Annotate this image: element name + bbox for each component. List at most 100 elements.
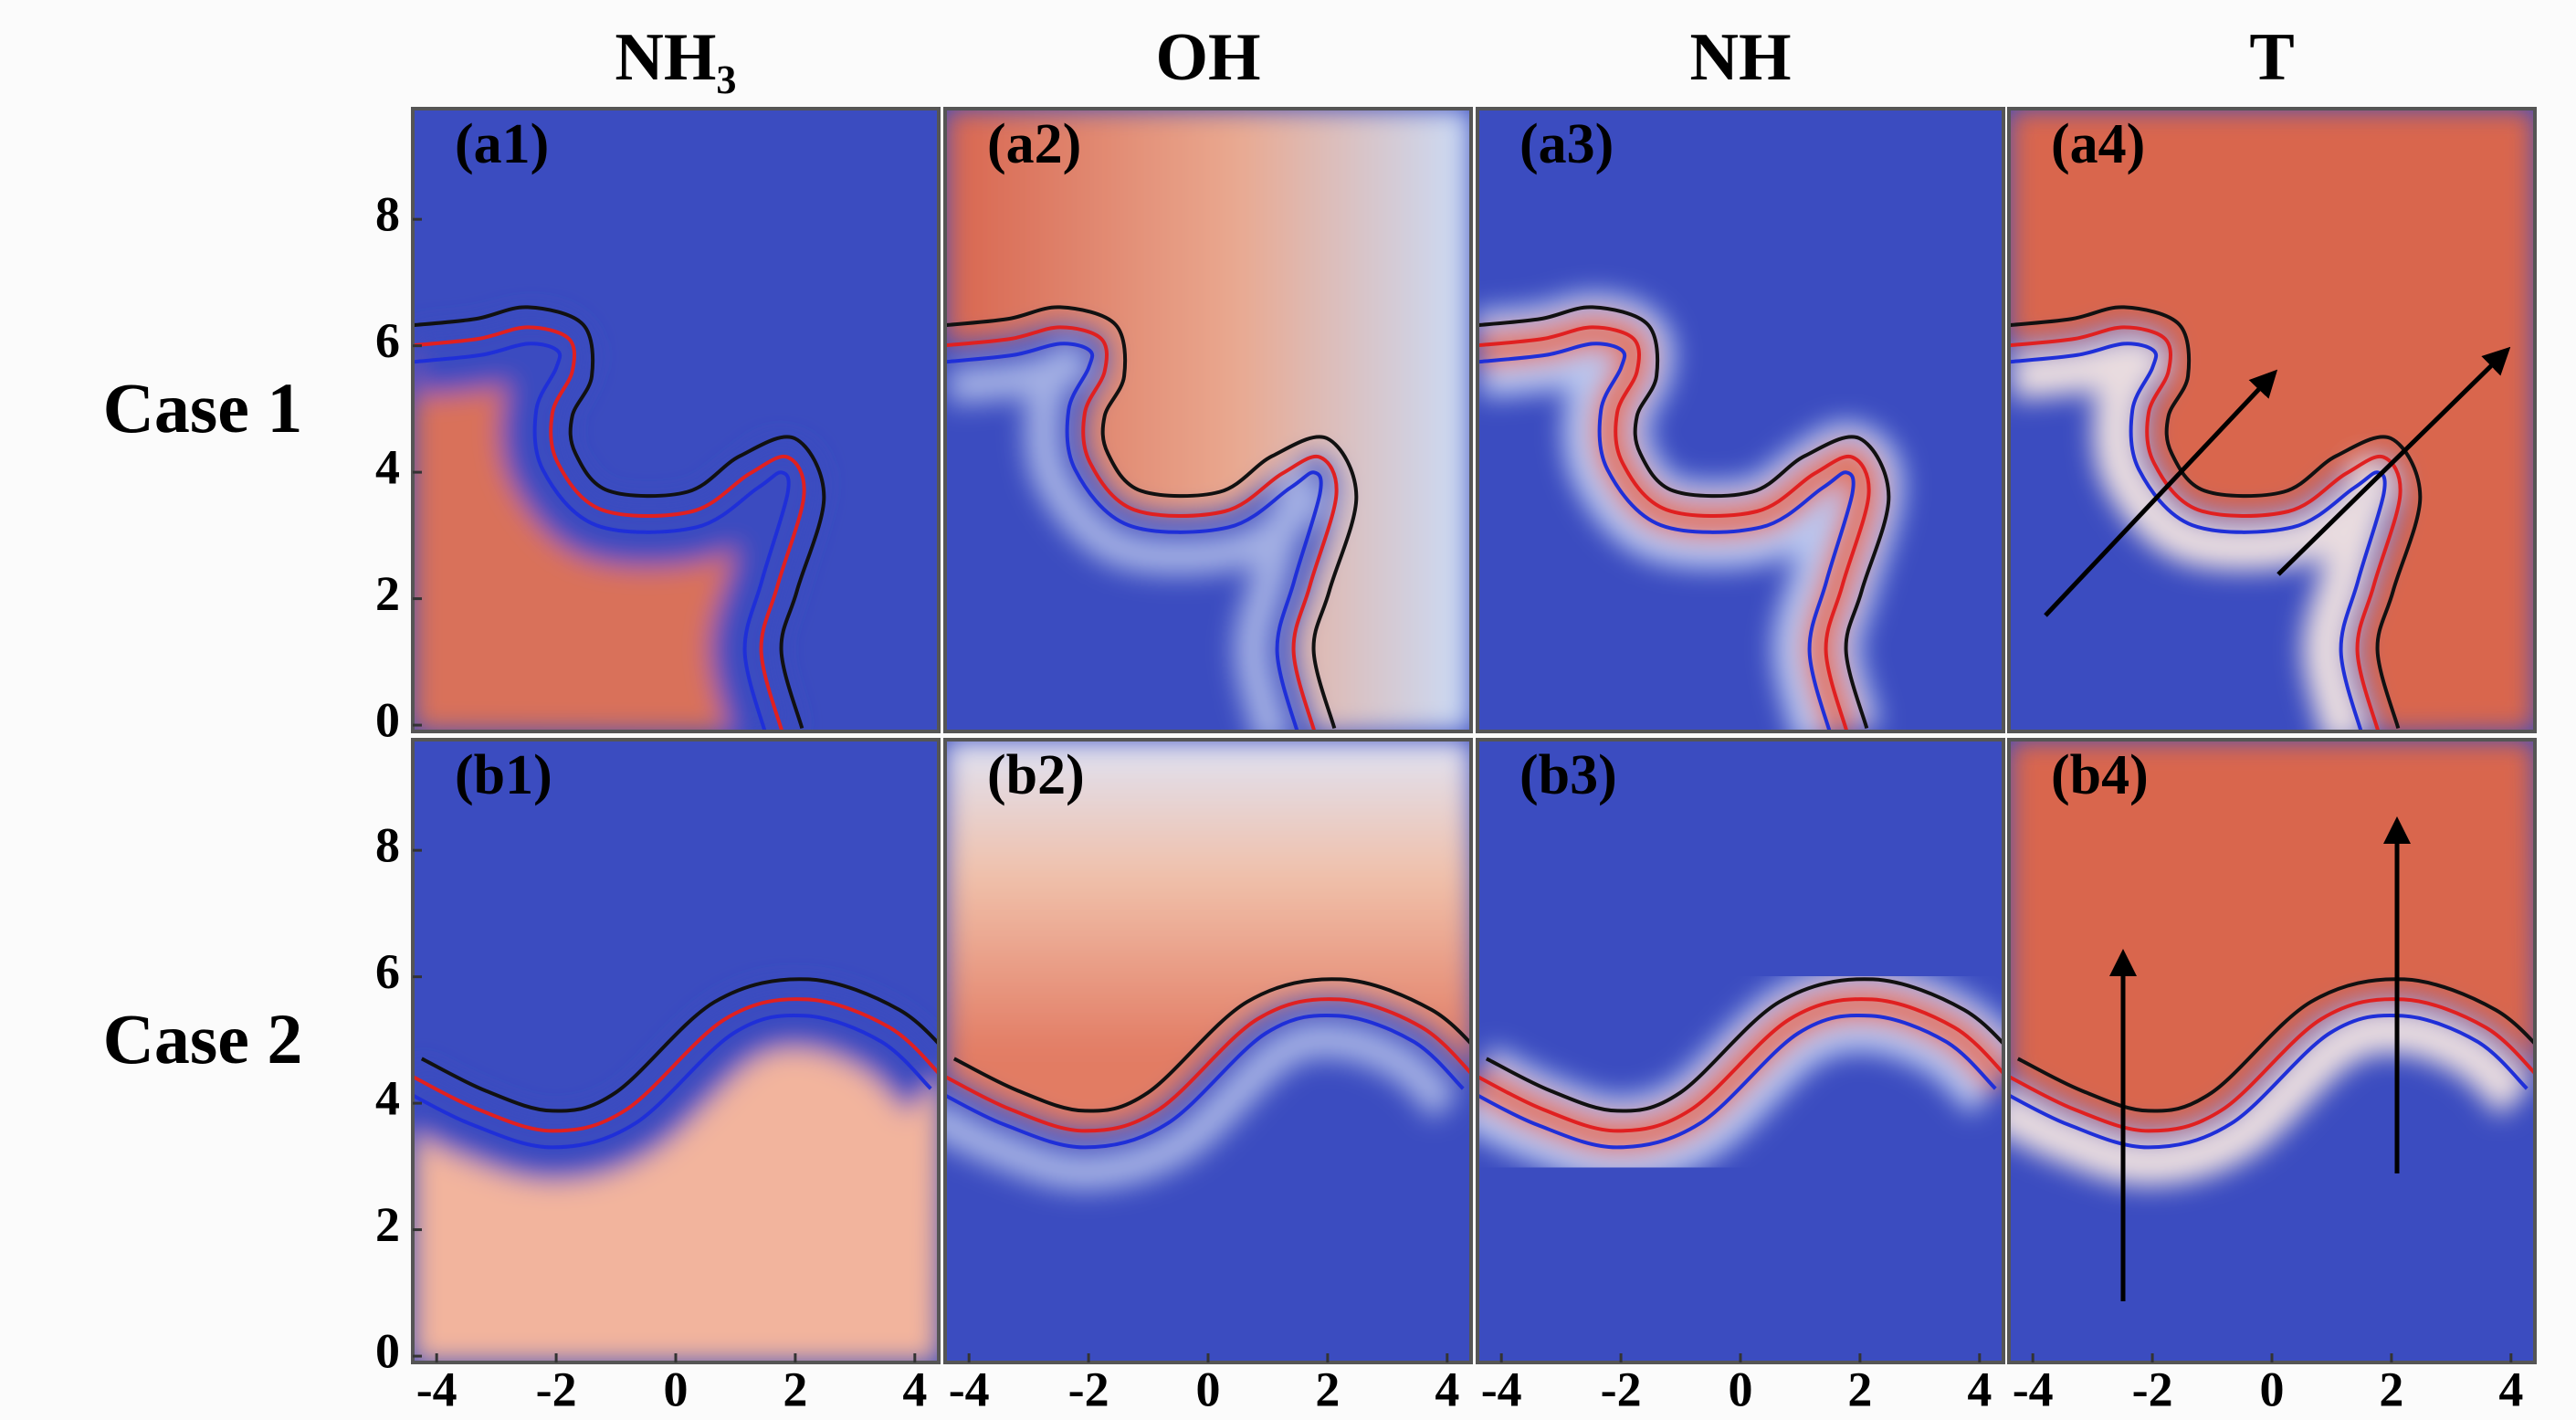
x-tick-label: -2 [2132, 1362, 2173, 1416]
field [945, 740, 1471, 1362]
panel: (a1) [411, 107, 941, 733]
field [945, 109, 1471, 731]
x-tick-label: 4 [2498, 1362, 2523, 1416]
panel-label: (b3) [1519, 744, 1617, 806]
front-red [2009, 325, 2403, 731]
field-layer [945, 740, 1471, 1191]
y-tick-label: 8 [375, 818, 400, 873]
panel-border [1476, 107, 2005, 733]
front-blue [945, 1013, 1465, 1150]
arrow [2044, 369, 2278, 617]
x-tick-label: 0 [1729, 1362, 1753, 1416]
x-tick-label: 0 [1196, 1362, 1221, 1416]
column-title: NH [1690, 20, 1792, 95]
field-band [1477, 985, 2003, 1154]
field-region [945, 109, 1471, 731]
x-tick-label: -4 [1481, 1362, 1522, 1416]
field-layer [945, 109, 1471, 731]
panel-label: (b1) [455, 744, 552, 806]
front-blue [1477, 1013, 1997, 1150]
panel-border [2007, 107, 2537, 733]
field-region [945, 740, 1471, 1131]
row-label: Case 1 [103, 368, 303, 447]
field-layer [1477, 292, 1904, 731]
x-tick-label: 2 [1315, 1362, 1340, 1416]
field-gap [945, 1021, 1460, 1191]
panel: (b1) [411, 738, 941, 1364]
x-tick-label: 0 [2260, 1362, 2285, 1416]
column-title: T [2249, 20, 2294, 95]
field [1477, 109, 2003, 731]
panel-label: (a4) [2051, 113, 2145, 175]
front-blue [413, 1013, 932, 1150]
front-blue [414, 342, 791, 731]
field-band [1477, 313, 1883, 731]
field-halo [2009, 335, 2396, 731]
field-halo [2009, 1007, 2533, 1186]
y-tick-label: 2 [375, 566, 400, 621]
x-tick-label: -2 [1068, 1362, 1109, 1416]
y-tick-label: 8 [375, 187, 400, 242]
field-bg [1477, 109, 2003, 731]
x-tick-label: 4 [902, 1362, 927, 1416]
panel: (a4) [2007, 107, 2537, 733]
x-tick-label: 4 [1967, 1362, 1992, 1416]
panel-border [411, 107, 941, 733]
front-black [2016, 977, 2535, 1113]
field-region [2009, 109, 2535, 731]
panel: (b3) [1476, 738, 2005, 1364]
field-layer [2009, 109, 2535, 731]
y-tick-label: 6 [375, 313, 400, 368]
front-black [420, 977, 939, 1113]
y-tick-label: 2 [375, 1197, 400, 1252]
front-red [1477, 325, 1871, 731]
front-blue [2009, 1013, 2529, 1150]
y-tick-label: 0 [375, 692, 400, 747]
arrow [2276, 346, 2511, 576]
y-tick-label: 6 [375, 944, 400, 999]
panel: (a3) [1476, 107, 2005, 733]
field [413, 109, 939, 731]
panel: (b4) [2007, 738, 2537, 1364]
panel-border [943, 107, 1473, 733]
field [1477, 740, 2003, 1362]
x-tick-label: 2 [2379, 1362, 2403, 1416]
x-tick-label: 2 [783, 1362, 807, 1416]
panel-label: (a1) [455, 113, 549, 175]
field [2009, 740, 2535, 1362]
x-tick-label: -4 [2013, 1362, 2054, 1416]
panel: (a2) [943, 107, 1473, 733]
field [413, 740, 939, 1362]
panel-label: (a3) [1519, 113, 1614, 175]
front-black [2009, 305, 2423, 729]
front-red [413, 997, 939, 1133]
front-black [952, 977, 1471, 1113]
panel-label: (a2) [987, 113, 1081, 175]
front-black [1485, 977, 2003, 1113]
field-layer [1477, 964, 2003, 1183]
y-tick-label: 0 [375, 1323, 400, 1378]
y-tick-label: 4 [375, 1071, 400, 1126]
x-tick-label: 4 [1435, 1362, 1459, 1416]
column-title: NH₃ [615, 20, 736, 95]
front-black [413, 305, 826, 729]
x-tick-label: -2 [536, 1362, 577, 1416]
front-black [945, 305, 1359, 729]
x-tick-label: -4 [949, 1362, 990, 1416]
front-red [1477, 997, 2003, 1133]
front-blue [2010, 342, 2387, 731]
front-blue [946, 342, 1323, 731]
field-gap [947, 342, 1327, 731]
panel-label: (b4) [2051, 744, 2149, 806]
field-region [413, 999, 939, 1362]
panel: (b2) [943, 738, 1473, 1364]
row-label: Case 2 [103, 999, 303, 1078]
x-tick-label: 2 [1847, 1362, 1872, 1416]
field [2009, 109, 2535, 731]
front-black [1477, 305, 1891, 729]
x-tick-label: -2 [1601, 1362, 1642, 1416]
y-tick-label: 4 [375, 440, 400, 495]
front-red [945, 997, 1471, 1133]
